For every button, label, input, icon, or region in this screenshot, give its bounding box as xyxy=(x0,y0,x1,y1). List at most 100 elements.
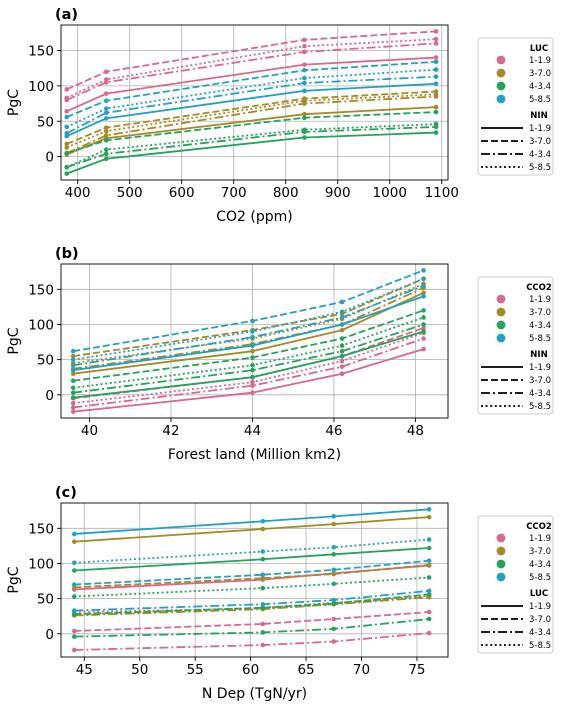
data-point xyxy=(64,145,70,150)
data-point xyxy=(421,322,426,327)
legend-style-label: 3-7.0 xyxy=(529,376,551,386)
series-line xyxy=(66,123,437,169)
data-point xyxy=(426,630,432,636)
data-point xyxy=(426,575,432,580)
x-tick-label: 42 xyxy=(162,423,179,439)
data-point xyxy=(302,62,307,67)
series-line xyxy=(66,56,437,113)
data-point xyxy=(260,518,266,524)
data-point xyxy=(72,582,77,587)
x-axis-label: N Dep (TgN/yr) xyxy=(202,686,307,702)
legend-entry-label: 3-7.0 xyxy=(529,308,551,318)
series-line xyxy=(73,295,424,372)
x-tick-label: 60 xyxy=(242,662,259,678)
data-point xyxy=(421,308,426,313)
legend-entry-label: 3-7.0 xyxy=(529,547,551,557)
data-point xyxy=(260,575,266,581)
data-point xyxy=(72,611,77,617)
y-axis-label: PgC xyxy=(6,89,22,116)
data-point xyxy=(339,322,345,327)
series-line xyxy=(73,316,424,389)
data-point xyxy=(302,80,307,86)
data-point xyxy=(250,355,255,360)
data-point xyxy=(433,109,439,115)
data-point xyxy=(339,371,345,376)
data-point xyxy=(433,41,439,46)
data-point xyxy=(339,309,345,315)
data-point xyxy=(64,130,70,136)
data-point xyxy=(70,348,76,354)
legend-entry-label: 4-3.4 xyxy=(529,560,551,570)
y-tick-label: 50 xyxy=(37,114,54,130)
y-tick-label: 100 xyxy=(28,556,54,572)
data-point xyxy=(260,621,266,627)
data-point xyxy=(70,362,76,368)
data-point xyxy=(426,592,432,597)
data-point xyxy=(70,367,76,373)
x-tick-label: 44 xyxy=(244,423,261,439)
data-point xyxy=(72,531,77,537)
data-point xyxy=(72,560,77,566)
data-point xyxy=(70,400,76,406)
series-line xyxy=(66,75,437,135)
data-point xyxy=(426,588,432,594)
data-point xyxy=(426,514,432,520)
data-point xyxy=(250,390,255,395)
legend-entry-label: 4-3.4 xyxy=(529,82,551,92)
data-point xyxy=(421,276,426,282)
panel-label: (b) xyxy=(55,246,79,262)
plot-frame xyxy=(60,24,449,181)
series-line xyxy=(73,269,424,353)
data-point xyxy=(339,343,345,348)
series-line xyxy=(73,337,424,409)
data-point xyxy=(260,585,266,591)
data-point xyxy=(302,88,307,94)
y-tick-label: 150 xyxy=(28,521,54,537)
y-tick-label: 0 xyxy=(45,627,54,643)
legend-title: NIN xyxy=(530,111,547,121)
series-line xyxy=(74,590,430,612)
data-point xyxy=(421,315,426,320)
data-point xyxy=(64,141,70,147)
x-tick-label: 40 xyxy=(81,423,98,439)
data-point xyxy=(421,294,426,299)
legend-title: LUC xyxy=(530,589,548,599)
legend-style-label: 1-1.9 xyxy=(529,602,551,612)
legend-style-label: 4-3.4 xyxy=(529,628,551,638)
legend-entry-label: 1-1.9 xyxy=(529,534,551,544)
data-point xyxy=(250,334,255,340)
data-point xyxy=(250,367,255,373)
series-line xyxy=(74,618,430,638)
legend-title: NIN xyxy=(530,350,547,360)
series-line xyxy=(73,323,424,394)
data-point xyxy=(421,283,426,289)
x-tick-label: 600 xyxy=(169,185,195,201)
data-point xyxy=(260,642,266,648)
data-point xyxy=(250,348,255,354)
data-point xyxy=(103,147,109,152)
data-point xyxy=(103,138,109,143)
legend-style-label: 3-7.0 xyxy=(529,137,551,147)
legend-entry-label: 5-8.5 xyxy=(529,95,551,105)
x-tick-label: 65 xyxy=(297,662,314,678)
legend-entry-label: 1-1.9 xyxy=(529,295,551,305)
data-point xyxy=(339,299,345,305)
data-point xyxy=(339,353,345,359)
x-tick-label: 75 xyxy=(408,662,425,678)
data-point xyxy=(72,539,77,544)
x-tick-label: 45 xyxy=(76,662,93,678)
data-point xyxy=(260,605,266,611)
data-point xyxy=(70,353,76,359)
data-point xyxy=(302,111,307,117)
data-point xyxy=(426,609,432,615)
data-point xyxy=(302,67,307,73)
panel-label: (a) xyxy=(55,7,78,23)
data-point xyxy=(103,69,109,75)
legend-style-label: 5-8.5 xyxy=(529,402,551,412)
series-line xyxy=(66,95,437,154)
data-point xyxy=(433,81,439,87)
data-point xyxy=(421,346,426,352)
data-point xyxy=(339,336,345,341)
data-point xyxy=(250,318,255,324)
data-point xyxy=(421,325,426,331)
